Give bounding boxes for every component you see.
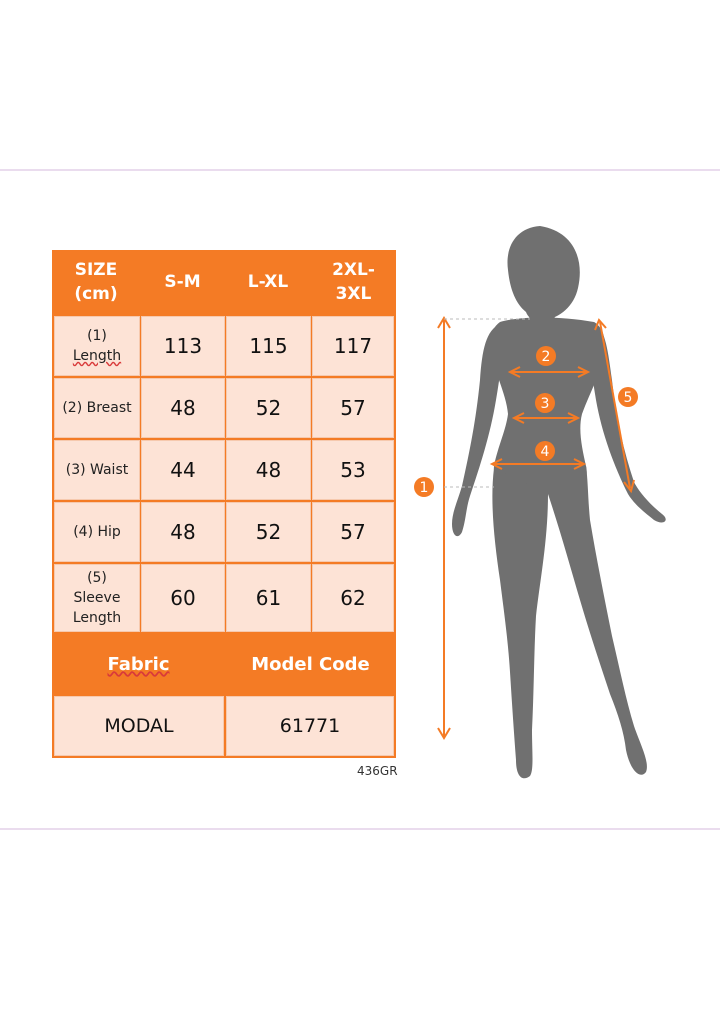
cell-waist-l-xl: 48 — [226, 440, 311, 500]
marker-5-label: 5 — [624, 390, 633, 406]
cell-sleeve-l-xl: 61 — [226, 564, 311, 632]
model-code-value: 61771 — [226, 696, 394, 756]
cell-hip-l-xl: 52 — [226, 502, 311, 562]
row-label-number: (5) — [87, 570, 107, 586]
cell-hip-2xl-3xl: 57 — [312, 502, 394, 562]
fabric-header: Fabric — [52, 634, 225, 694]
silhouette-shape — [452, 226, 666, 779]
row-label-text: (3) Waist — [65, 462, 129, 478]
row-label-text: Sleeve — [73, 590, 121, 606]
fabric-header-label: Fabric — [107, 653, 170, 675]
header-size-cm: SIZE (cm) — [52, 250, 140, 314]
header-col-label: 2XL- — [332, 260, 375, 280]
row-label-number: (1) — [87, 328, 107, 344]
row-label-hip: (4) Hip — [54, 502, 140, 562]
cell-breast-s-m: 48 — [141, 378, 225, 438]
header-col-s-m: S-M — [140, 250, 225, 314]
cell-hip-s-m: 48 — [141, 502, 225, 562]
marker-3-label: 3 — [541, 396, 550, 412]
cell-length-l-xl: 115 — [226, 316, 311, 376]
cell-length-s-m: 113 — [141, 316, 225, 376]
row-label-text: Length — [72, 348, 122, 364]
marker-4-label: 4 — [541, 444, 550, 460]
header-col-2xl-3xl: 2XL- 3XL — [311, 250, 396, 314]
marker-2: 2 — [536, 346, 556, 366]
model-code-header: Model Code — [251, 653, 370, 675]
cell-waist-2xl-3xl: 53 — [312, 440, 394, 500]
product-code: 436GR — [357, 764, 398, 778]
header-col-label: 3XL — [335, 284, 372, 304]
measurement-lines — [437, 316, 635, 740]
row-label-breast: (2) Breast — [54, 378, 140, 438]
row-label-text: (2) Breast — [62, 400, 132, 416]
size-chart-table: SIZE (cm) S-M L-XL 2XL- 3XL (1) Length 113 … — [52, 250, 396, 758]
marker-3: 3 — [535, 393, 555, 413]
row-label-text: Length — [72, 610, 122, 626]
cell-breast-2xl-3xl: 57 — [312, 378, 394, 438]
header-unit-line: (cm) — [74, 284, 118, 304]
cell-sleeve-s-m: 60 — [141, 564, 225, 632]
cell-length-2xl-3xl: 117 — [312, 316, 394, 376]
row-label-text: (4) Hip — [73, 524, 121, 540]
top-divider — [0, 169, 720, 171]
cell-breast-l-xl: 52 — [226, 378, 311, 438]
header-col-label: L-XL — [247, 272, 289, 292]
marker-5: 5 — [618, 387, 638, 407]
bottom-divider — [0, 828, 720, 830]
row-label-sleeve-length: (5) Sleeve Length — [54, 564, 140, 632]
marker-4: 4 — [535, 441, 555, 461]
header-col-l-xl: L-XL — [225, 250, 311, 314]
marker-1-label: 1 — [420, 480, 429, 496]
row-label-length: (1) Length — [54, 316, 140, 376]
row-label-waist: (3) Waist — [54, 440, 140, 500]
marker-1: 1 — [414, 477, 434, 497]
fabric-value: MODAL — [54, 696, 224, 756]
header-col-label: S-M — [164, 272, 201, 292]
guide-dotted-lines — [444, 318, 530, 488]
body-silhouette-diagram: 1 2 3 4 5 — [414, 226, 666, 779]
marker-2-label: 2 — [542, 349, 551, 365]
cell-sleeve-2xl-3xl: 62 — [312, 564, 394, 632]
header-size-line: SIZE — [74, 260, 118, 280]
cell-waist-s-m: 44 — [141, 440, 225, 500]
